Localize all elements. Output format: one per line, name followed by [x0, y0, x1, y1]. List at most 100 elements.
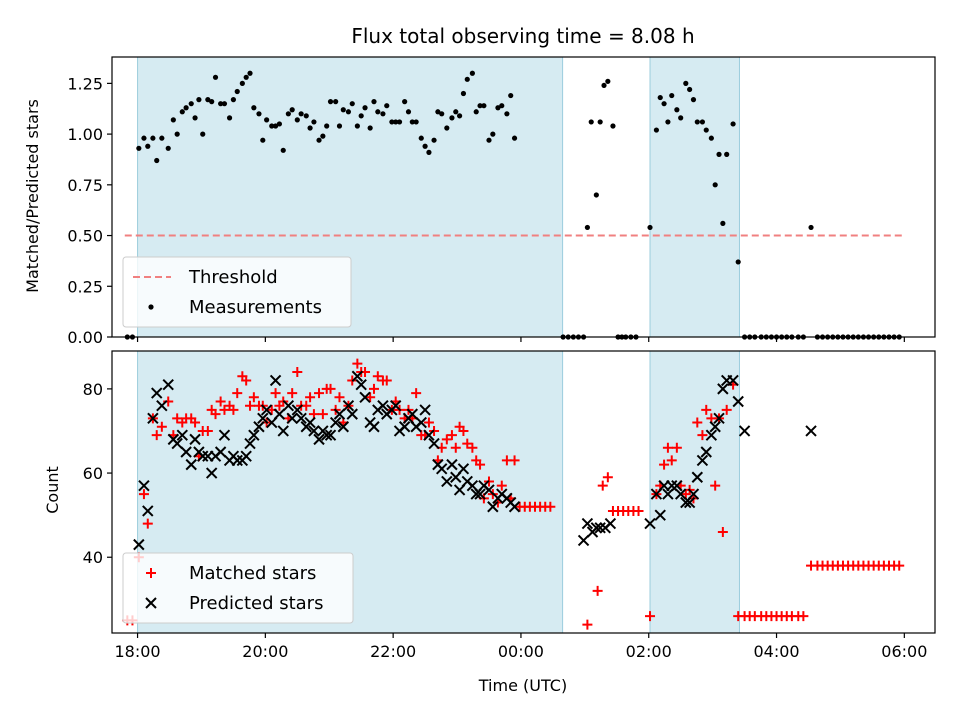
matched-star-point [441, 434, 452, 445]
measurement-point [453, 109, 459, 115]
measurement-point [735, 259, 741, 265]
measurement-point [154, 157, 160, 164]
measurement-point [200, 131, 206, 137]
measurement-point [669, 92, 675, 99]
legend-measurements-swatch [148, 304, 154, 310]
top-y-tick-label: 0.25 [67, 277, 103, 296]
measurement-point [457, 113, 463, 119]
predicted-star-point [329, 416, 342, 429]
predicted-star-point [342, 400, 355, 412]
measurement-point [647, 224, 653, 231]
predicted-star-point [446, 458, 458, 471]
x-tick-label: 20:00 [242, 642, 288, 661]
matched-star-point [717, 526, 728, 537]
matched-star-point [475, 459, 486, 470]
predicted-star-point [156, 400, 168, 412]
predicted-star-point [277, 425, 289, 437]
predicted-star-point [333, 408, 346, 420]
legend-label: Measurements [189, 297, 322, 318]
matched-star-point [241, 375, 252, 386]
measurement-point [294, 117, 300, 123]
predicted-star-point [487, 501, 499, 513]
x-axis-label: Time (UTC) [478, 676, 567, 695]
matched-star-point [659, 459, 670, 470]
predicted-star-point [337, 421, 350, 433]
predicted-star-point [604, 517, 617, 530]
matched-star-point [215, 396, 226, 407]
predicted-star-point [717, 383, 729, 395]
matched-star-point [894, 560, 905, 571]
matched-star-point [142, 518, 153, 529]
legend-predicted-swatch [145, 597, 157, 609]
matched-star-point [446, 430, 457, 441]
matched-star-point [462, 438, 473, 449]
matched-star-point [248, 392, 259, 403]
measurement-point [431, 137, 437, 143]
measurement-point [724, 151, 730, 157]
measurement-point [716, 151, 722, 157]
measurement-point [324, 123, 330, 129]
measurement-point [661, 101, 667, 107]
predicted-star-point [253, 421, 265, 433]
matched-star-point [423, 417, 434, 428]
measurement-point [435, 109, 441, 115]
predicted-star-point [581, 517, 594, 530]
measurement-point [170, 117, 176, 123]
matched-star-point [496, 480, 507, 491]
predicted-star-point [205, 467, 218, 479]
measurement-point [486, 137, 492, 143]
predicted-star-point [151, 387, 163, 399]
matched-star-point [245, 400, 256, 411]
measurement-point [136, 145, 142, 151]
predicted-star-point [320, 429, 333, 441]
measurement-point [150, 135, 156, 141]
measurement-point [490, 131, 496, 137]
predicted-star-point [180, 446, 192, 458]
predicted-star-point [406, 408, 419, 420]
measurement-point [413, 119, 419, 125]
measurement-point [469, 70, 475, 76]
predicted-star-point [273, 408, 286, 420]
predicted-star-point [415, 416, 427, 429]
predicted-star-point [727, 374, 739, 387]
matched-star-point [645, 611, 656, 622]
x-tick-label: 06:00 [881, 642, 927, 661]
measurement-point [683, 80, 689, 86]
matched-star-point [219, 404, 230, 415]
matched-star-point [798, 611, 809, 622]
measurement-point [584, 224, 590, 231]
measurement-point [354, 123, 360, 129]
matched-star-point [372, 371, 383, 382]
matched-star-point [671, 442, 682, 453]
measurement-point [720, 220, 726, 226]
predicted-star-point [483, 484, 495, 496]
matched-star-point [721, 404, 732, 415]
predicted-star-point [428, 437, 440, 450]
predicted-star-point [590, 522, 603, 534]
measurement-point [251, 105, 257, 111]
measurement-point [212, 74, 219, 80]
predicted-star-point [666, 479, 678, 492]
predicted-star-point [291, 404, 304, 416]
predicted-star-point [419, 404, 431, 416]
predicted-star-point [377, 400, 389, 412]
matched-star-point [633, 505, 644, 516]
measurement-point [327, 99, 334, 105]
measurement-point [601, 82, 607, 89]
predicted-star-point [214, 446, 227, 458]
measurement-point [712, 182, 718, 188]
top-legend: Threshold Measurements [122, 256, 352, 328]
predicted-star-point [240, 450, 252, 462]
measurement-point [808, 224, 814, 231]
matched-star-point [701, 404, 712, 415]
measurement-point [239, 80, 245, 86]
measurement-point [610, 123, 616, 129]
measurement-point [508, 92, 514, 99]
measurement-point [665, 119, 671, 125]
top-y-tick-label: 1.00 [67, 125, 103, 144]
measurement-point [303, 113, 309, 119]
matched-star-point [545, 501, 556, 512]
predicted-star-point [282, 400, 295, 412]
measurement-point [375, 109, 381, 115]
